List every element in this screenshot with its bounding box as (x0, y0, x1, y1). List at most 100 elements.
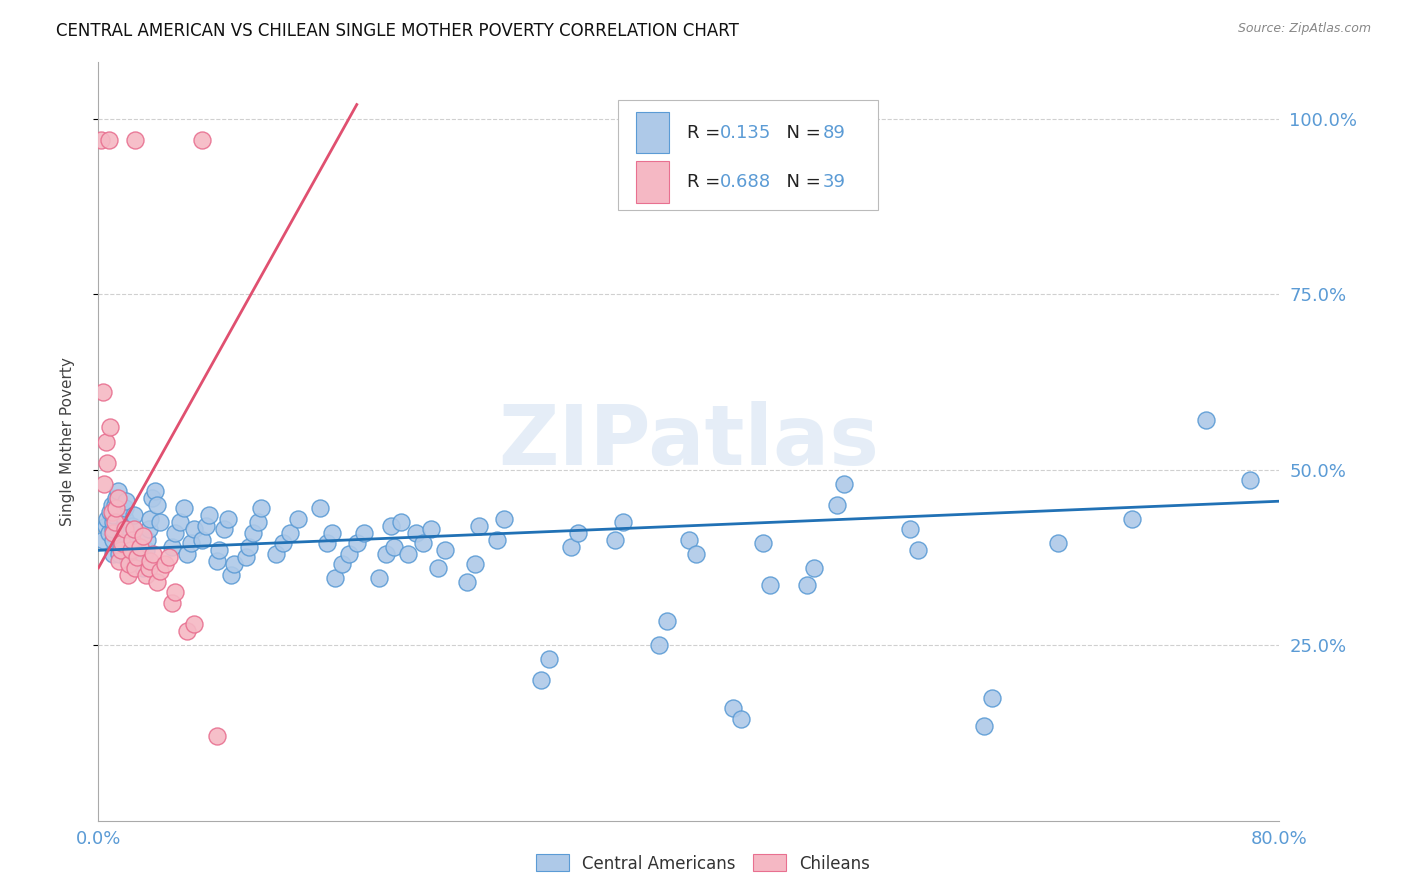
Point (730, 712, 752, 726)
Point (224, 558, 246, 572)
Point (153, 558, 176, 572)
Text: R =: R = (686, 173, 725, 191)
Point (235, 550, 257, 565)
Point (94, 434, 117, 449)
Point (114, 512, 136, 526)
Point (103, 533, 125, 547)
Point (125, 550, 148, 565)
Point (142, 547, 165, 561)
FancyBboxPatch shape (619, 101, 877, 211)
Point (264, 547, 287, 561)
Point (796, 578, 818, 592)
Point (103, 508, 125, 523)
Point (238, 540, 260, 554)
Point (100, 505, 122, 519)
Point (242, 525, 264, 540)
Point (120, 525, 142, 540)
Point (94, 518, 117, 533)
Point (141, 491, 163, 505)
Point (108, 554, 131, 568)
Point (111, 536, 134, 550)
Point (136, 533, 159, 547)
Point (412, 536, 434, 550)
Text: N =: N = (775, 173, 827, 191)
Point (135, 543, 157, 558)
Point (464, 558, 486, 572)
Point (115, 494, 138, 508)
Text: R =: R = (686, 124, 725, 142)
Point (353, 525, 375, 540)
Point (180, 536, 202, 550)
Point (212, 522, 235, 536)
Point (1195, 413, 1218, 427)
Point (973, 719, 995, 733)
Legend: Central Americans, Chileans: Central Americans, Chileans (529, 847, 877, 880)
Point (346, 536, 368, 550)
Point (486, 533, 509, 547)
Point (191, 133, 214, 147)
Point (132, 529, 155, 543)
Point (183, 522, 205, 536)
Point (118, 543, 141, 558)
Point (176, 547, 198, 561)
Point (111, 533, 134, 547)
Point (122, 522, 145, 536)
Point (368, 571, 391, 585)
Point (648, 638, 671, 652)
Point (832, 476, 855, 491)
Point (1121, 512, 1143, 526)
Point (825, 498, 848, 512)
Point (723, 701, 745, 715)
Point (375, 547, 398, 561)
Point (103, 547, 125, 561)
Point (217, 512, 239, 526)
Point (132, 561, 155, 575)
Text: 0.135: 0.135 (720, 124, 770, 142)
Point (605, 533, 627, 547)
Point (97, 133, 120, 147)
Point (494, 512, 516, 526)
Point (105, 491, 128, 505)
Point (138, 522, 160, 536)
Point (112, 518, 135, 533)
Point (124, 133, 146, 147)
Point (124, 561, 146, 575)
Point (907, 543, 929, 558)
Point (146, 498, 169, 512)
Point (419, 522, 441, 536)
Point (271, 536, 294, 550)
Point (162, 540, 183, 554)
Text: 39: 39 (823, 173, 845, 191)
Point (560, 540, 582, 554)
Point (134, 550, 156, 565)
Point (103, 522, 125, 536)
Text: CENTRAL AMERICAN VS CHILEAN SINGLE MOTHER POVERTY CORRELATION CHART: CENTRAL AMERICAN VS CHILEAN SINGLE MOTHE… (56, 22, 740, 40)
Point (980, 690, 1002, 705)
Point (321, 525, 343, 540)
Point (96, 512, 118, 526)
Point (121, 518, 143, 533)
Point (612, 516, 634, 530)
Point (108, 547, 131, 561)
Point (389, 516, 412, 530)
Point (176, 624, 198, 639)
Point (398, 547, 420, 561)
Point (105, 501, 128, 516)
Text: 0.688: 0.688 (720, 173, 770, 191)
Point (120, 543, 142, 558)
Point (165, 525, 187, 540)
Point (117, 568, 139, 582)
Point (280, 525, 302, 540)
Point (382, 540, 405, 554)
Point (530, 673, 553, 688)
Point (457, 574, 479, 589)
Point (759, 578, 782, 592)
Point (98, 505, 121, 519)
Point (316, 536, 339, 550)
Point (1239, 473, 1261, 487)
Bar (636, 161, 669, 202)
Point (900, 522, 922, 536)
Point (90, 133, 112, 147)
Point (567, 525, 589, 540)
Point (246, 516, 269, 530)
